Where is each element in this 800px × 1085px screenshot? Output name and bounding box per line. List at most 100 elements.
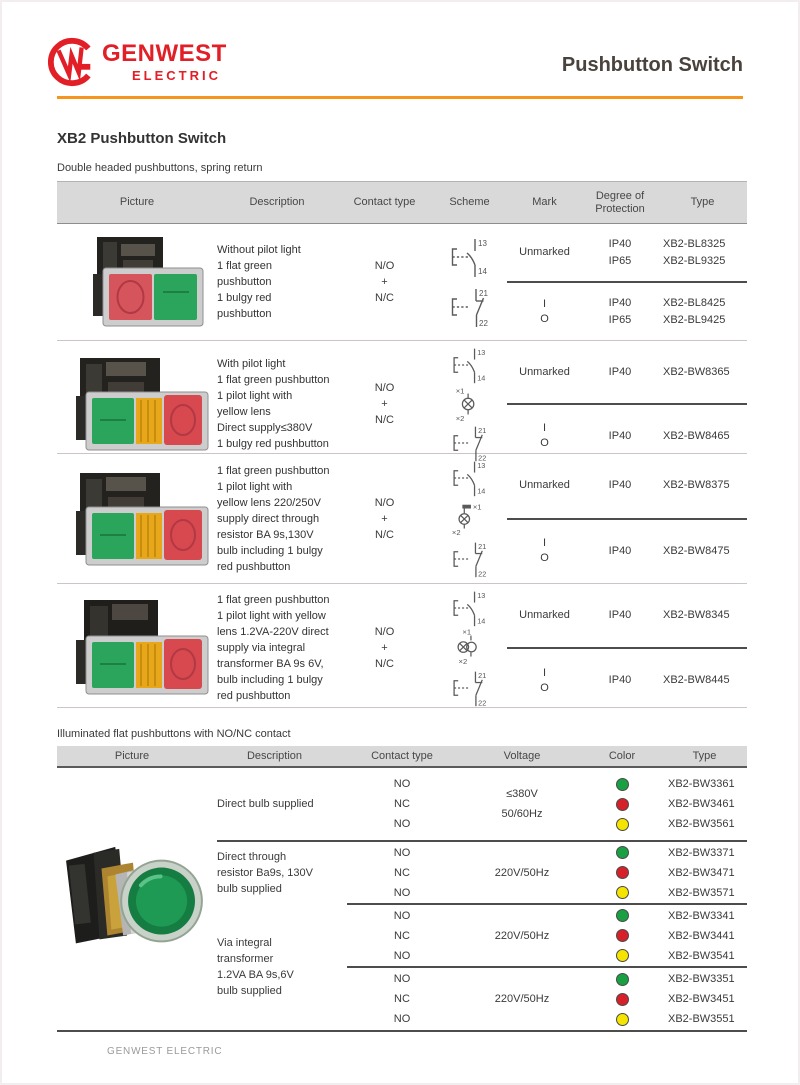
color-column <box>582 768 662 840</box>
svg-text:14: 14 <box>477 373 485 382</box>
section-title: XB2 Pushbutton Switch <box>57 130 227 147</box>
color-dot <box>615 777 629 791</box>
row-variants: Unmarked IP40 XB2-BW8365 I O IP40 XB2-BW… <box>507 341 747 467</box>
mark-value: Unmarked <box>519 609 570 621</box>
protection-value: IP40 IP65 <box>608 296 632 326</box>
protection-value: IP40 <box>608 365 632 378</box>
contact-type-text: NO NC NO <box>393 973 411 1025</box>
table1-header-row: Picture Description Contact type Scheme … <box>57 181 747 224</box>
brand-logo-text: GENWEST ELECTRIC <box>102 40 227 83</box>
type-value: XB2-BW8475 <box>663 544 730 557</box>
table2-header-type: Type <box>692 750 717 762</box>
mark-value: Unmarked <box>519 246 570 258</box>
svg-text:14: 14 <box>478 267 487 276</box>
color-dot <box>615 929 629 942</box>
svg-text:22: 22 <box>478 569 486 578</box>
footer-brand-text: GENWEST ELECTRIC <box>107 1046 223 1057</box>
protection-value: IP40 <box>608 479 632 492</box>
product-photo-triple-green-yellow-red <box>57 584 217 712</box>
table-row-group: NO NC NO 220V/50Hz XB2-BW3341 XB2-BW3441… <box>57 905 747 966</box>
color-dot <box>615 866 629 879</box>
protection-value: IP40 <box>608 429 632 442</box>
scheme-diagram: 13 14 ×1 ×2 <box>432 584 507 712</box>
table-row: With pilot light 1 flat green pushbutton… <box>57 341 747 462</box>
variant-subrow: Unmarked IP40 XB2-BW8365 <box>507 341 747 403</box>
svg-text:14: 14 <box>477 616 485 625</box>
no-contact-symbol-icon: 13 14 <box>451 238 487 277</box>
color-dot <box>615 797 629 811</box>
table2-header-row: Picture Description Contact type Voltage… <box>57 746 747 768</box>
color-dot <box>615 992 629 1006</box>
table2-body: Direct bulb supplied NO NC NO ≤380V 50/6… <box>57 768 747 1032</box>
variant-subrow: Unmarked IP40 IP65 XB2-BL8325 XB2-BL9325 <box>507 224 747 281</box>
product-photo-triple-green-yellow-red <box>57 454 217 583</box>
table1-header-protection: Degree of Protection <box>595 189 645 215</box>
mark-value: I O <box>540 422 549 449</box>
table-row-group: Direct bulb supplied NO NC NO ≤380V 50/6… <box>57 768 747 840</box>
description-text: Direct bulb supplied <box>217 798 314 810</box>
protection-value: IP40 IP65 <box>608 237 632 267</box>
table2-header-contact-type: Contact type <box>371 750 433 762</box>
svg-text:21: 21 <box>478 426 486 435</box>
table2-header-description: Description <box>246 750 303 762</box>
voltage-value: 220V/50Hz <box>494 866 550 879</box>
table-row-group-pair: Via integral transformer 1.2VA BA 9s,6V … <box>57 905 747 1030</box>
product-photo-triple-green-yellow-red <box>57 341 217 467</box>
table-row: 1 flat green pushbutton 1 pilot light wi… <box>57 584 747 708</box>
row-variants: Unmarked IP40 IP65 XB2-BL8325 XB2-BL9325… <box>507 224 747 340</box>
table-row: Without pilot light 1 flat green pushbut… <box>57 224 747 341</box>
description-text: Direct through resistor Ba9s, 130V bulb … <box>217 850 313 895</box>
type-value: XB2-BW3351 XB2-BW3451 XB2-BW3551 <box>668 973 735 1025</box>
protection-value: IP40 <box>608 674 632 686</box>
variant-subrow: I O IP40 XB2-BW8475 <box>507 517 747 584</box>
nc-contact-symbol-icon: 21 22 <box>452 542 486 578</box>
table1-header-picture: Picture <box>119 196 155 208</box>
group-separator <box>347 903 747 905</box>
table1-header-mark: Mark <box>532 196 557 208</box>
nc-contact-symbol-icon: 21 22 <box>452 671 486 707</box>
svg-text:×1: ×1 <box>455 387 464 396</box>
svg-text:22: 22 <box>478 453 486 462</box>
table1-header-description: Description <box>249 196 305 208</box>
scheme-diagram: 13 14 ×1 ×2 21 22 <box>432 341 507 467</box>
product-photo-double-red-green <box>57 224 217 340</box>
table-row-group: NO NC NO 220V/50Hz XB2-BW3351 XB2-BW3451… <box>57 968 747 1030</box>
type-value: XB2-BW3361 XB2-BW3461 XB2-BW3561 <box>668 778 735 830</box>
type-value: XB2-BW3371 XB2-BW3471 XB2-BW3571 <box>668 846 735 899</box>
svg-text:13: 13 <box>478 239 487 248</box>
contact-type-text: NO NC NO <box>393 778 411 830</box>
voltage-value: 220V/50Hz <box>494 993 550 1005</box>
contact-type-text: N/O + N/C <box>374 626 395 670</box>
contact-type-text: NO NC NO <box>393 846 411 899</box>
svg-text:22: 22 <box>479 319 488 328</box>
type-value: XB2-BW8445 <box>663 674 730 686</box>
variant-subrow: Unmarked IP40 XB2-BW8345 <box>507 584 747 647</box>
description-text: Via integral transformer 1.2VA BA 9s,6V … <box>217 937 294 997</box>
table1-caption: Double headed pushbuttons, spring return <box>57 162 263 174</box>
contact-type-text: N/O + N/C <box>374 382 395 426</box>
brand-name: GENWEST <box>102 40 227 67</box>
brand-logo-icon <box>46 36 98 93</box>
nc-contact-symbol-icon: 21 22 <box>452 426 486 462</box>
group-separator <box>347 966 747 968</box>
page-header: GENWEST ELECTRIC Pushbutton Switch <box>2 2 798 99</box>
color-dot <box>615 972 629 986</box>
pilot-lamp-transformer-symbol-icon: ×1 ×2 <box>456 628 477 666</box>
contact-type-text: N/O + N/C <box>374 496 395 541</box>
type-value: XB2-BL8425 XB2-BL9425 <box>663 296 726 326</box>
svg-text:21: 21 <box>478 542 486 551</box>
color-dot <box>615 909 629 922</box>
product-photo-illuminated-green <box>57 838 207 966</box>
svg-text:13: 13 <box>477 348 485 357</box>
description-text: With pilot light 1 flat green pushbutton… <box>217 358 330 450</box>
contact-type-text: N/O + N/C <box>374 260 395 304</box>
mark-value: Unmarked <box>519 479 570 492</box>
protection-value: IP40 <box>608 609 632 621</box>
contact-type-text: NO NC NO <box>393 909 411 962</box>
variant-subrow: I O IP40 XB2-BW8445 <box>507 647 747 712</box>
page-title: Pushbutton Switch <box>561 54 743 76</box>
mark-value: I O <box>540 537 549 565</box>
table1-header-type: Type <box>690 196 715 208</box>
type-value: XB2-BW8345 <box>663 609 730 621</box>
table2-header-color: Color <box>608 750 636 762</box>
